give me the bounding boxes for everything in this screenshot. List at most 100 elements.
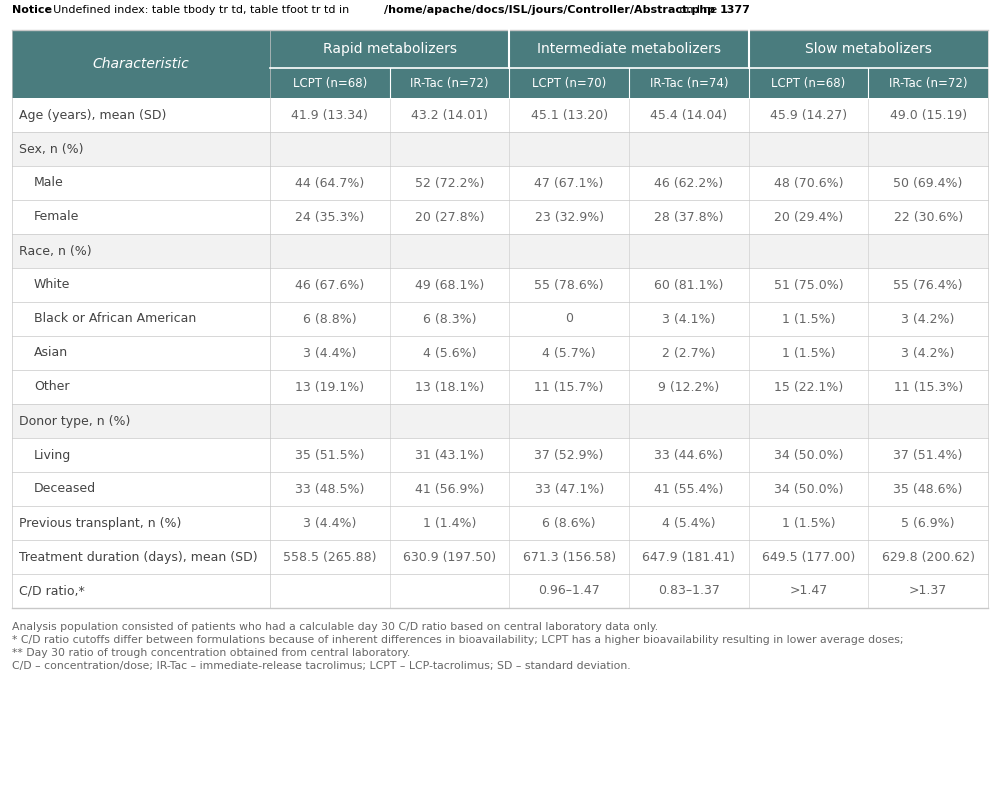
Text: 629.8 (200.62): 629.8 (200.62) xyxy=(882,550,975,563)
Bar xyxy=(509,30,629,68)
Text: 24 (35.3%): 24 (35.3%) xyxy=(295,210,364,224)
Bar xyxy=(12,438,988,472)
Text: 46 (62.2%): 46 (62.2%) xyxy=(654,176,723,190)
Text: * C/D ratio cutoffs differ between formulations because of inherent differences : * C/D ratio cutoffs differ between formu… xyxy=(12,635,904,645)
Bar xyxy=(12,166,988,200)
Text: 43.2 (14.01): 43.2 (14.01) xyxy=(411,109,488,121)
Text: 0: 0 xyxy=(565,312,573,326)
Bar xyxy=(749,68,868,98)
Text: 671.3 (156.58): 671.3 (156.58) xyxy=(523,550,616,563)
Text: Intermediate metabolizers: Intermediate metabolizers xyxy=(537,42,721,56)
Bar xyxy=(390,30,509,68)
Text: 0.83–1.37: 0.83–1.37 xyxy=(658,585,720,597)
Text: 37 (51.4%): 37 (51.4%) xyxy=(893,449,963,461)
Text: LCPT (n=70): LCPT (n=70) xyxy=(532,76,606,90)
Text: 48 (70.6%): 48 (70.6%) xyxy=(774,176,843,190)
Text: Analysis population consisted of patients who had a calculable day 30 C/D ratio : Analysis population consisted of patient… xyxy=(12,622,658,632)
Text: IR-Tac (n=74): IR-Tac (n=74) xyxy=(650,76,728,90)
Text: 1377: 1377 xyxy=(720,5,751,15)
Text: 46 (67.6%): 46 (67.6%) xyxy=(295,279,364,291)
Text: 23 (32.9%): 23 (32.9%) xyxy=(535,210,604,224)
Text: Race, n (%): Race, n (%) xyxy=(19,245,92,257)
Text: 50 (69.4%): 50 (69.4%) xyxy=(893,176,963,190)
Text: 558.5 (265.88): 558.5 (265.88) xyxy=(283,550,377,563)
Bar xyxy=(868,68,988,98)
Text: 41.9 (13.34): 41.9 (13.34) xyxy=(291,109,368,121)
Text: Age (years), mean (SD): Age (years), mean (SD) xyxy=(19,109,166,121)
Text: 35 (51.5%): 35 (51.5%) xyxy=(295,449,365,461)
Text: 31 (43.1%): 31 (43.1%) xyxy=(415,449,484,461)
Text: 45.1 (13.20): 45.1 (13.20) xyxy=(531,109,608,121)
Text: Sex, n (%): Sex, n (%) xyxy=(19,142,84,156)
Text: 33 (44.6%): 33 (44.6%) xyxy=(654,449,723,461)
Bar xyxy=(270,68,390,98)
Text: Asian: Asian xyxy=(34,346,68,360)
Text: 45.9 (14.27): 45.9 (14.27) xyxy=(770,109,847,121)
Text: Deceased: Deceased xyxy=(34,482,96,496)
Text: >1.47: >1.47 xyxy=(789,585,828,597)
Text: 34 (50.0%): 34 (50.0%) xyxy=(774,482,843,496)
Bar xyxy=(12,98,988,132)
Text: 11 (15.3%): 11 (15.3%) xyxy=(894,380,963,394)
Text: 37 (52.9%): 37 (52.9%) xyxy=(534,449,604,461)
Text: 44 (64.7%): 44 (64.7%) xyxy=(295,176,364,190)
Text: 3 (4.2%): 3 (4.2%) xyxy=(901,312,955,326)
Text: 4 (5.7%): 4 (5.7%) xyxy=(542,346,596,360)
Text: Donor type, n (%): Donor type, n (%) xyxy=(19,415,130,427)
Text: 6 (8.3%): 6 (8.3%) xyxy=(423,312,476,326)
Text: : Undefined index: table tbody tr td, table tfoot tr td in: : Undefined index: table tbody tr td, ta… xyxy=(46,5,353,15)
Text: 6 (8.6%): 6 (8.6%) xyxy=(542,516,596,530)
Bar xyxy=(12,472,988,506)
Text: IR-Tac (n=72): IR-Tac (n=72) xyxy=(410,76,489,90)
Text: 13 (18.1%): 13 (18.1%) xyxy=(415,380,484,394)
Text: 6 (8.8%): 6 (8.8%) xyxy=(303,312,357,326)
Text: 60 (81.1%): 60 (81.1%) xyxy=(654,279,724,291)
Bar xyxy=(12,200,988,234)
Bar xyxy=(12,268,988,302)
Text: Female: Female xyxy=(34,210,79,224)
Bar xyxy=(270,30,390,68)
Text: Slow metabolizers: Slow metabolizers xyxy=(805,42,932,56)
Text: 649.5 (177.00): 649.5 (177.00) xyxy=(762,550,855,563)
Text: 51 (75.0%): 51 (75.0%) xyxy=(774,279,843,291)
Bar xyxy=(12,574,988,608)
Text: 28 (37.8%): 28 (37.8%) xyxy=(654,210,724,224)
Text: 1 (1.5%): 1 (1.5%) xyxy=(782,346,835,360)
Text: 20 (27.8%): 20 (27.8%) xyxy=(415,210,484,224)
Text: 15 (22.1%): 15 (22.1%) xyxy=(774,380,843,394)
Text: 0.96–1.47: 0.96–1.47 xyxy=(538,585,600,597)
Text: Characteristic: Characteristic xyxy=(93,57,189,71)
Bar xyxy=(12,234,988,268)
Bar xyxy=(12,370,988,404)
Text: 3 (4.4%): 3 (4.4%) xyxy=(303,346,357,360)
Text: ** Day 30 ratio of trough concentration obtained from central laboratory.: ** Day 30 ratio of trough concentration … xyxy=(12,648,410,658)
Text: 3 (4.2%): 3 (4.2%) xyxy=(901,346,955,360)
Text: 11 (15.7%): 11 (15.7%) xyxy=(534,380,604,394)
Text: IR-Tac (n=72): IR-Tac (n=72) xyxy=(889,76,967,90)
Text: 1 (1.4%): 1 (1.4%) xyxy=(423,516,476,530)
Text: 20 (29.4%): 20 (29.4%) xyxy=(774,210,843,224)
Text: Living: Living xyxy=(34,449,71,461)
Bar xyxy=(12,540,988,574)
Text: 4 (5.4%): 4 (5.4%) xyxy=(662,516,716,530)
Bar xyxy=(12,506,988,540)
Text: 41 (55.4%): 41 (55.4%) xyxy=(654,482,724,496)
Text: LCPT (n=68): LCPT (n=68) xyxy=(771,76,846,90)
Text: Other: Other xyxy=(34,380,70,394)
Text: Black or African American: Black or African American xyxy=(34,312,196,326)
Text: 5 (6.9%): 5 (6.9%) xyxy=(901,516,955,530)
Bar xyxy=(629,68,749,98)
Text: >1.37: >1.37 xyxy=(909,585,947,597)
Text: C/D ratio,*: C/D ratio,* xyxy=(19,585,85,597)
Bar xyxy=(868,30,988,68)
Bar xyxy=(12,30,270,98)
Text: 49 (68.1%): 49 (68.1%) xyxy=(415,279,484,291)
Bar xyxy=(390,68,509,98)
Text: 22 (30.6%): 22 (30.6%) xyxy=(894,210,963,224)
Text: Previous transplant, n (%): Previous transplant, n (%) xyxy=(19,516,181,530)
Text: 49.0 (15.19): 49.0 (15.19) xyxy=(890,109,967,121)
Text: 34 (50.0%): 34 (50.0%) xyxy=(774,449,843,461)
Text: 3 (4.1%): 3 (4.1%) xyxy=(662,312,716,326)
Bar xyxy=(629,30,749,68)
Text: on line: on line xyxy=(676,5,721,15)
